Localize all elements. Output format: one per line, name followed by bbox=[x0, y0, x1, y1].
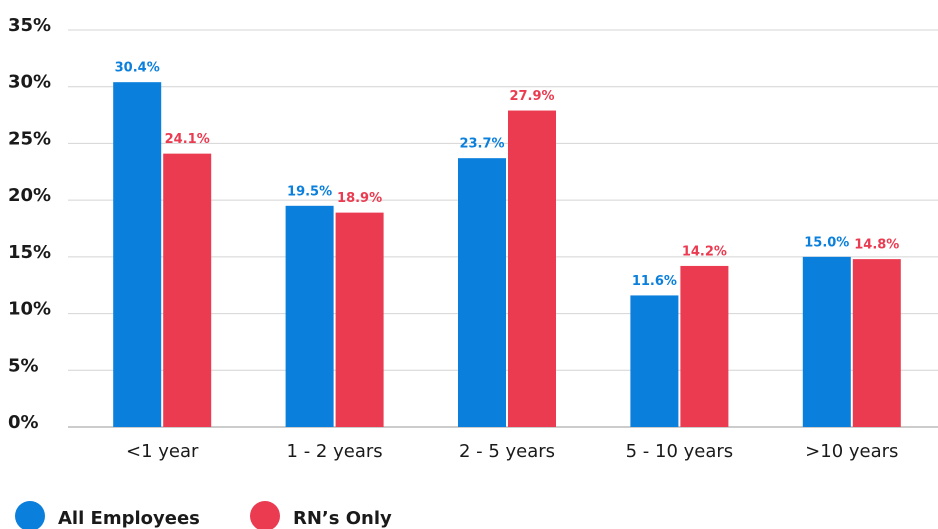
value-label: 24.1% bbox=[165, 132, 210, 147]
x-tick-label: >10 years bbox=[805, 441, 898, 462]
value-label: 18.9% bbox=[337, 191, 382, 206]
bar bbox=[802, 256, 851, 427]
value-label: 23.7% bbox=[459, 137, 504, 152]
y-tick-label: 35% bbox=[8, 15, 51, 36]
y-tick-label: 0% bbox=[8, 412, 39, 433]
legend-marker bbox=[15, 501, 45, 529]
bar bbox=[680, 265, 729, 427]
x-tick-label: 1 - 2 years bbox=[287, 441, 383, 462]
bar bbox=[113, 82, 162, 428]
legend-label: All Employees bbox=[58, 508, 200, 529]
bar bbox=[508, 110, 556, 427]
value-label: 14.8% bbox=[854, 238, 899, 253]
bar bbox=[852, 259, 901, 427]
value-label: 14.2% bbox=[682, 244, 727, 259]
y-tick-label: 25% bbox=[8, 128, 51, 149]
value-label: 19.5% bbox=[287, 184, 332, 199]
value-label: 30.4% bbox=[115, 61, 160, 76]
value-label: 11.6% bbox=[632, 274, 677, 289]
legend-marker bbox=[250, 501, 280, 529]
y-tick-label: 15% bbox=[8, 242, 51, 263]
y-tick-label: 10% bbox=[8, 299, 51, 320]
bar bbox=[163, 153, 212, 427]
bar bbox=[335, 212, 384, 427]
y-tick-label: 30% bbox=[8, 72, 51, 93]
legend-label: RN’s Only bbox=[293, 508, 392, 529]
x-tick-label: 2 - 5 years bbox=[459, 441, 555, 462]
y-tick-label: 20% bbox=[8, 185, 51, 206]
value-label: 27.9% bbox=[509, 89, 554, 104]
bar bbox=[458, 158, 506, 427]
bar bbox=[630, 295, 679, 427]
bar bbox=[285, 205, 334, 427]
value-label: 15.0% bbox=[804, 235, 849, 250]
y-tick-label: 5% bbox=[8, 355, 39, 376]
x-tick-label: <1 year bbox=[126, 441, 199, 462]
x-tick-label: 5 - 10 years bbox=[626, 441, 734, 462]
